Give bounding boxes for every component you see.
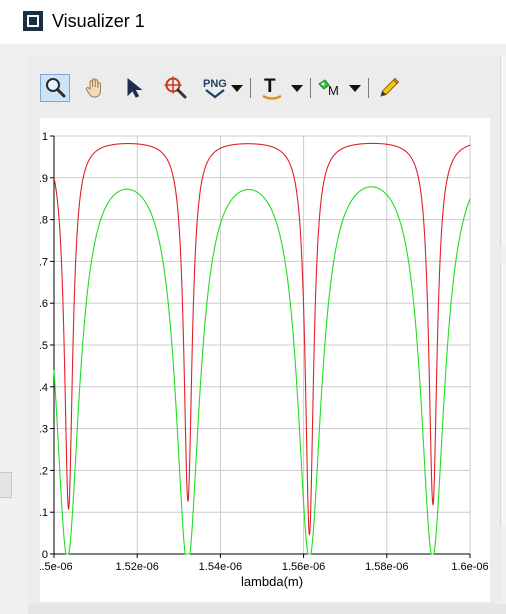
y-tick-label: 0.9 xyxy=(40,173,48,185)
y-tick-label: 0 xyxy=(42,549,48,561)
svg-text:M: M xyxy=(328,83,339,98)
svg-text:T: T xyxy=(264,76,276,97)
chevron-down-icon[interactable] xyxy=(291,85,303,92)
y-tick-label: 0.6 xyxy=(40,298,48,310)
line-chart[interactable]: 0 0.1 0.2 0.3 0.4 0.5 0.6 0.7 0.8 0.9 1 1.5e-06 1.52… xyxy=(33,118,490,602)
title-bar[interactable]: Visualizer 1 xyxy=(0,0,506,44)
y-tick-label: 0.4 xyxy=(40,382,48,394)
y-tick-label: 0.5 xyxy=(40,340,48,352)
y-tick-label: 0.3 xyxy=(40,424,48,436)
y-tick-label: 1 xyxy=(42,131,48,143)
window-title: Visualizer 1 xyxy=(52,11,145,31)
svg-text:PNG: PNG xyxy=(203,78,227,90)
collapsed-side-handle[interactable] xyxy=(0,472,12,498)
y-tick-label: 0.1 xyxy=(40,507,48,519)
zoom-target-icon xyxy=(164,76,187,99)
series-line-red xyxy=(53,142,471,536)
marker-M-icon: M xyxy=(318,79,339,98)
export-png-button[interactable]: PNG xyxy=(200,74,246,102)
y-tick-label: 0.8 xyxy=(40,215,48,227)
bottom-scroll-strip xyxy=(28,604,506,614)
select-tool-button[interactable] xyxy=(120,74,150,102)
series-line-green xyxy=(53,186,471,555)
pencil-icon xyxy=(380,77,400,97)
toolbar-divider xyxy=(250,78,251,98)
zoom-tool-button[interactable] xyxy=(40,74,70,102)
text-tool-button[interactable]: T xyxy=(258,74,306,102)
toolbar-divider xyxy=(368,78,369,98)
side-panel-frame xyxy=(500,264,506,526)
side-panel-frame xyxy=(500,56,506,246)
x-tick-label: 1.5e-06 xyxy=(40,561,73,573)
draw-tool-button[interactable] xyxy=(374,74,404,102)
x-tick-label: 1.58e-06 xyxy=(365,561,408,573)
y-tick-label: 0.7 xyxy=(40,256,48,268)
y-tick-label: 0.2 xyxy=(40,465,48,477)
chevron-down-icon[interactable] xyxy=(349,85,361,92)
marker-tool-button[interactable]: M xyxy=(316,74,364,102)
magnifier-icon xyxy=(46,78,66,98)
x-tick-label: 1.52e-06 xyxy=(115,561,158,573)
hand-icon xyxy=(85,78,101,98)
zoom-extents-button[interactable] xyxy=(160,74,190,102)
x-tick-label: 1.56e-06 xyxy=(282,561,325,573)
arrow-cursor-icon xyxy=(127,77,143,98)
toolbar-divider xyxy=(310,78,311,98)
plot-area[interactable]: 0 0.1 0.2 0.3 0.4 0.5 0.6 0.7 0.8 0.9 1 1.5e-06 1.52… xyxy=(33,118,490,602)
pan-tool-button[interactable] xyxy=(80,74,110,102)
text-T-icon: T xyxy=(262,76,282,100)
visualizer-window-icon xyxy=(23,11,43,31)
x-axis-label: lambda(m) xyxy=(241,574,303,589)
png-icon: PNG xyxy=(203,78,227,99)
x-tick-label: 1.54e-06 xyxy=(199,561,242,573)
x-tick-label: 1.6e-06 xyxy=(451,561,488,573)
chevron-down-icon[interactable] xyxy=(231,85,243,92)
